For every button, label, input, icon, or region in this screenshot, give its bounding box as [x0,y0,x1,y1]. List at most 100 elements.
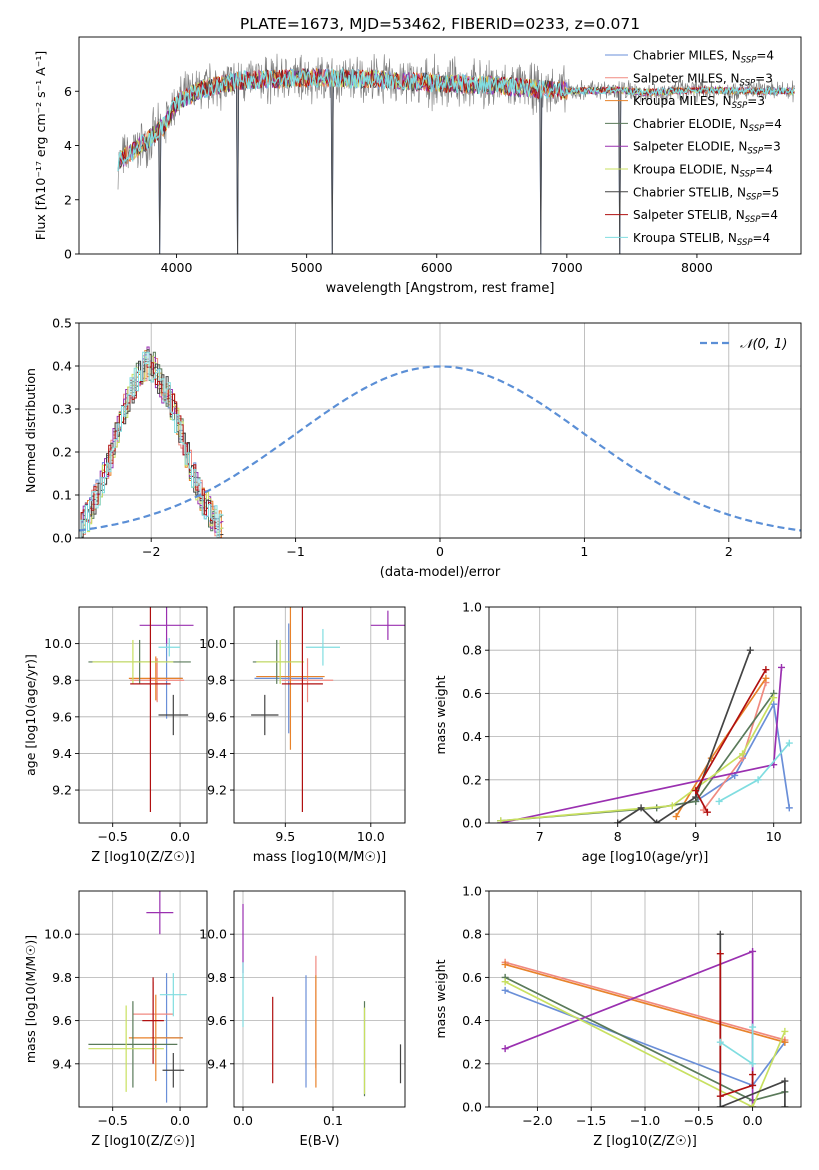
y-tick-label: 0.4 [52,359,72,374]
histogram-kroupa-stelib [79,351,224,538]
legend-entry: Kroupa ELODIE, NSSP=4 [633,163,773,180]
errorbar-kroupa-stelib [305,628,341,666]
x-axis-label: mass [log10(M/M☉)] [253,850,386,865]
y-tick-label: 10.0 [199,636,227,651]
y-tick-label: 0.6 [462,970,482,985]
x-tick-label: 8 [614,829,622,844]
series-point [762,674,770,682]
series-salpeter-stelib [716,950,757,1100]
errorbar-salpeter-stelib [281,607,323,813]
x-tick-label: 6000 [421,260,453,275]
panel-mass_vs_EBV: 0.0 0.1 9.4 9.6 9.8 10.0 E(B-V) [199,890,406,1149]
series-point [749,947,757,955]
series-point [749,1081,757,1089]
series-point [715,797,723,805]
y-tick-label: 4 [64,138,72,153]
series-line [617,649,752,823]
y-tick-label: 0.3 [52,402,72,417]
y-tick-label: 1.0 [462,884,482,899]
series-point [749,1023,757,1031]
axes-frame [488,606,802,824]
series-point [668,802,676,810]
x-axis-label: age [log10(age/yr)] [582,850,709,865]
x-axis-label: Z [log10(Z/Z☉)] [91,850,195,865]
x-tick-label: 10.0 [357,829,385,844]
errorbar-kroupa-stelib [158,638,181,657]
x-tick-label: −2.0 [522,1113,552,1128]
spectrum-legend: Chabrier MILES, NSSP=4 Salpeter MILES, NS… [605,49,782,248]
y-tick-label: 0.4 [462,1013,482,1028]
errorbar-kroupa-miles [128,656,183,701]
series-point [749,1060,757,1068]
x-tick-label: 0.0 [233,1113,253,1128]
series-line [695,701,791,809]
x-tick-label: −1.5 [576,1113,606,1128]
legend-entry: Chabrier MILES, NSSP=4 [633,49,774,66]
errorbar-salpeter-elodie [139,607,194,644]
series-point [692,787,700,795]
series-point [703,808,711,816]
x-tick-label: 5000 [291,260,323,275]
legend-entry: Kroupa MILES, NSSP=3 [633,94,765,111]
x-tick-label: 4000 [161,260,193,275]
y-tick-label: 0.2 [462,1056,482,1071]
series-point [749,1103,757,1107]
x-tick-label: −0.5 [98,829,128,844]
panel-mass_weight_vs_age: 7 8 9 10 0.0 0.2 0.4 0.6 0.8 1.0 age [log10(age/yr… [433,600,802,865]
series-point [716,930,724,938]
legend-entry: Salpeter STELIB, NSSP=4 [633,208,778,225]
series-point [785,739,793,747]
series-point [781,1077,789,1085]
x-tick-label: −1 [286,544,304,559]
series-point [781,1103,789,1107]
y-tick-label: 9.2 [52,783,72,798]
y-tick-label: 9.4 [207,1056,227,1071]
x-tick-label: 9 [692,829,700,844]
x-tick-label: 9.5 [275,829,295,844]
series-point [637,804,645,812]
y-tick-label: 9.4 [207,746,227,761]
axes-frame [233,606,406,824]
x-tick-label: −0.5 [98,1113,128,1128]
x-tick-label: 1 [580,544,588,559]
errorbar-kroupa-elodie [88,1005,164,1092]
panel-age_vs_mass: 9.5 10.0 9.2 9.4 9.6 9.8 10.0 mass [log10(M/M☉)… [199,606,406,865]
errorbar-salpeter-stelib [130,607,171,813]
series-kroupa-miles [501,960,789,1046]
panel-mass_weight_vs_Z: −2.0 −1.5 −1.0 −0.5 0.0 0.0 0.2 0.4 0.6 0.8 1.0 Z [… [433,884,802,1149]
y-tick-label: 9.8 [207,673,227,688]
y-tick-label: 2 [64,192,72,207]
y-tick-label: 0 [64,247,72,262]
series-point [716,950,724,958]
series-point [754,776,762,784]
y-tick-label: 9.8 [207,970,227,985]
legend-entry: Salpeter MILES, NSSP=3 [633,71,773,88]
y-tick-label: 9.6 [207,1013,227,1028]
plot-area [88,607,194,813]
series-point [653,819,661,823]
series-point [778,663,785,671]
errorbar-salpeter-stelib [142,977,164,1064]
panel-mass_vs_Z: −0.5 0.0 9.4 9.6 9.8 10.0 Z [log10(Z/Z☉)] mass … [23,890,208,1149]
series-point [672,813,680,821]
x-tick-label: 7000 [551,260,583,275]
y-tick-label: 10.0 [44,636,72,651]
residuals-legend: 𝒩(0, 1) [700,337,787,352]
series-point [716,1038,724,1046]
series-point [692,793,700,801]
series-point [501,960,509,968]
x-tick-label: 8000 [681,260,713,275]
series-salpeter-stelib [692,666,770,816]
series-point [746,646,754,654]
normal-distribution-curve [79,365,801,532]
y-tick-label: 9.8 [52,673,72,688]
x-axis-label: wavelength [Angstrom, rest frame] [326,281,555,296]
x-tick-label: 2 [725,544,733,559]
legend-entry: 𝒩(0, 1) [740,337,787,352]
series-point [497,817,505,823]
y-tick-label: 0.5 [52,316,72,331]
x-tick-label: 0.0 [743,1113,763,1128]
y-tick-label: 0.0 [462,1100,482,1115]
y-axis-label: mass weight [433,959,448,1038]
series-line [719,953,754,1098]
